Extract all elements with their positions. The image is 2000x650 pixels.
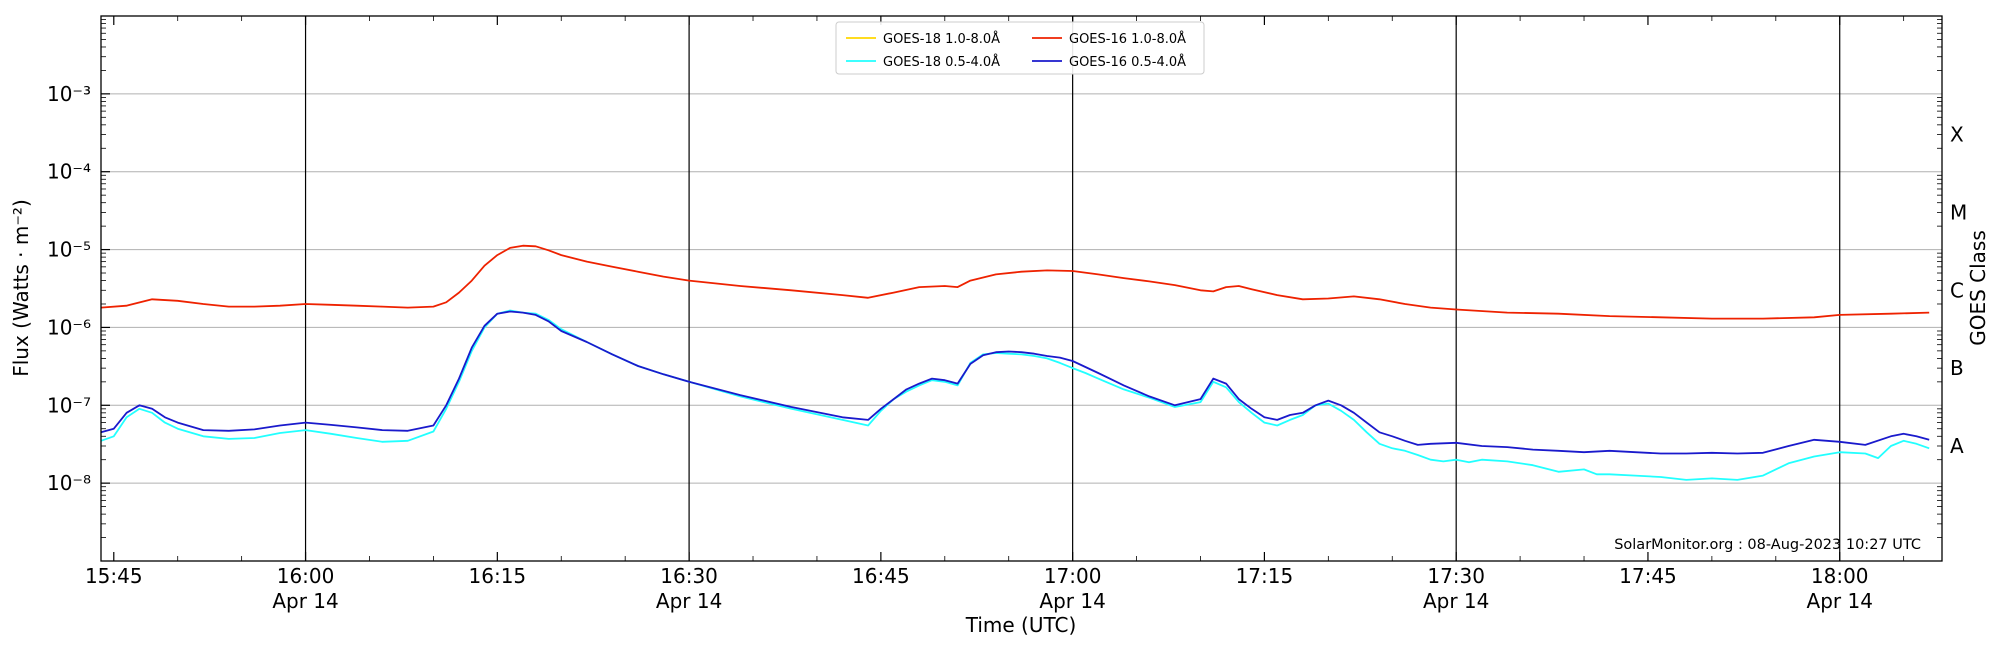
goes-class-X: X [1950, 123, 1964, 147]
right-axis-label: GOES Class [1966, 230, 1990, 346]
x-tick-date-label: Apr 14 [1039, 589, 1105, 613]
watermark: SolarMonitor.org : 08-Aug-2023 10:27 UTC [1614, 537, 1921, 553]
y-tick-label: 10⁻⁵ [47, 238, 91, 262]
x-tick-date-label: Apr 14 [272, 589, 338, 613]
x-tick-label: 18:00 [1811, 564, 1869, 588]
x-tick-label: 17:45 [1619, 564, 1677, 588]
x-tick-date-label: Apr 14 [1423, 589, 1489, 613]
y-tick-label: 10⁻⁸ [47, 471, 91, 495]
flux-series [100, 244, 1930, 481]
series-line-3 [100, 310, 1930, 455]
legend-box [835, 21, 1205, 75]
y-tick-label: 10⁻⁴ [47, 160, 91, 184]
x-tick-label: 16:45 [852, 564, 910, 588]
y-tick-label: 10⁻³ [47, 82, 91, 106]
y-axis-ticks: 10⁻⁸ 10⁻⁷ 10⁻⁶ 10⁻⁵ 10⁻⁴ 10⁻³ [47, 19, 1942, 538]
grid-lines [101, 93, 1942, 484]
goes-class-labels: A B C M X [1950, 123, 1967, 458]
day-boundary-lines [304, 16, 1841, 561]
x-tick-date-label: Apr 14 [1807, 589, 1873, 613]
x-tick-label: 17:15 [1236, 564, 1294, 588]
series-line-1 [100, 244, 1930, 320]
x-tick-label: 15:45 [85, 564, 143, 588]
x-tick-label: 16:15 [469, 564, 527, 588]
plot-frame [100, 15, 1943, 562]
goes-class-B: B [1950, 356, 1964, 380]
legend-label: GOES-18 0.5-4.0Å [883, 54, 1000, 70]
legend: GOES-18 1.0-8.0Å GOES-18 0.5-4.0Å GOES-16 … [835, 21, 1205, 75]
x-tick-label: 16:30 [660, 564, 718, 588]
y-axis-label: Flux (Watts · m⁻²) [9, 199, 33, 377]
goes-class-C: C [1950, 278, 1964, 302]
goes-class-A: A [1950, 434, 1964, 458]
goes-class-M: M [1950, 200, 1967, 224]
x-tick-label: 16:00 [277, 564, 335, 588]
x-tick-label: 17:00 [1044, 564, 1102, 588]
x-tick-label: 17:30 [1427, 564, 1485, 588]
legend-label: GOES-16 0.5-4.0Å [1069, 54, 1186, 70]
x-tick-date-label: Apr 14 [656, 589, 722, 613]
legend-label: GOES-18 1.0-8.0Å [883, 31, 1000, 47]
y-tick-label: 10⁻⁷ [47, 393, 91, 417]
series-line-2 [100, 309, 1930, 481]
legend-label: GOES-16 1.0-8.0Å [1069, 31, 1186, 47]
x-axis-label: Time (UTC) [965, 613, 1077, 637]
y-tick-label: 10⁻⁶ [47, 315, 91, 339]
